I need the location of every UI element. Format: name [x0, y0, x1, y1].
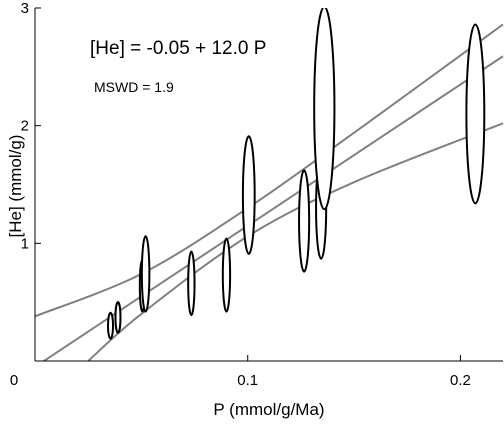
- error-ellipse: [221, 237, 232, 313]
- error-ellipse: [298, 169, 311, 273]
- y-axis-label: [He] (mmol/g): [6, 135, 25, 238]
- error-ellipse: [313, 8, 336, 211]
- error-ellipse: [114, 301, 122, 334]
- mswd-label: MSWD = 1.9: [94, 79, 174, 95]
- error-ellipse: [241, 135, 256, 255]
- tick-labels: 1 2 3 0.1 0.2: [21, 0, 471, 389]
- x-tick-label: 0.1: [237, 372, 258, 389]
- error-ellipse: [187, 250, 196, 317]
- envelope-lower-curve: [87, 122, 504, 361]
- y-tick-label: 3: [21, 0, 29, 17]
- error-ellipses: [107, 8, 486, 340]
- regression-line: [42, 55, 504, 361]
- envelope-upper-curve: [35, 23, 504, 318]
- y-tick-label: 2: [21, 118, 29, 135]
- y-tick-label: 1: [21, 235, 29, 252]
- regression-curves: [35, 23, 504, 361]
- origin-label: 0: [10, 372, 18, 389]
- error-ellipse: [465, 23, 486, 205]
- regression-equation: [He] = -0.05 + 12.0 P: [90, 38, 266, 59]
- error-ellipse: [107, 311, 115, 340]
- error-ellipse: [140, 235, 151, 313]
- axes: [34, 7, 503, 362]
- x-tick-label: 0.2: [450, 372, 471, 389]
- x-axis-label: P (mmol/g/Ma): [213, 400, 324, 419]
